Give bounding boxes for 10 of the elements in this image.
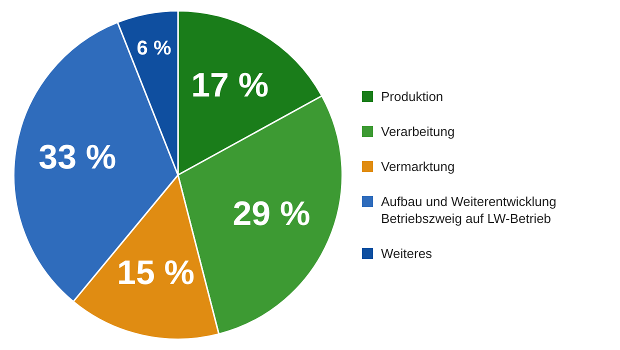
legend-label: Aufbau und Weiterentwicklung Betriebszweig auf LW-Betrieb bbox=[381, 193, 558, 227]
legend-label: Vermarktung bbox=[381, 158, 455, 175]
legend-label: Verarbeitung bbox=[381, 123, 455, 140]
data-label: 17 % bbox=[191, 66, 269, 105]
legend-label: Weiteres bbox=[381, 245, 432, 262]
data-label: 15 % bbox=[117, 254, 195, 292]
legend-label: Produktion bbox=[381, 88, 444, 105]
data-label: 29 % bbox=[232, 194, 310, 233]
data-label: 6 % bbox=[136, 38, 172, 60]
data-label: 33 % bbox=[38, 138, 116, 176]
